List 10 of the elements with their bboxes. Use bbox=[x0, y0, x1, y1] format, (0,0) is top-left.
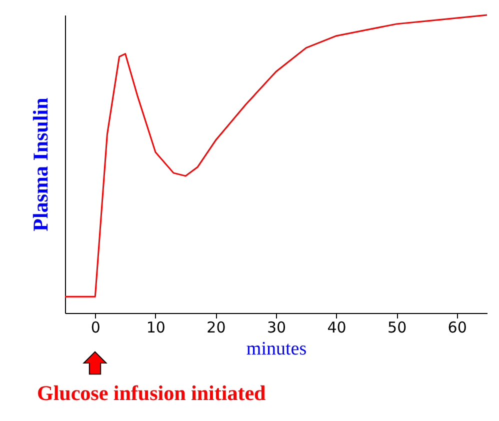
x-tick-label: 10 bbox=[146, 318, 166, 336]
x-tick-label: 60 bbox=[448, 318, 467, 336]
x-tick-label: 50 bbox=[388, 318, 407, 336]
x-tick-label: 30 bbox=[266, 318, 286, 336]
text: Glucose infusion initiated bbox=[37, 381, 266, 405]
x-tick-label: 20 bbox=[206, 318, 226, 336]
x-tick-label: 0 bbox=[90, 318, 100, 336]
y-axis-title: Plasma Insulin bbox=[28, 97, 52, 232]
x-tick-label: 40 bbox=[327, 318, 346, 336]
x-axis-title: minutes bbox=[246, 338, 307, 360]
